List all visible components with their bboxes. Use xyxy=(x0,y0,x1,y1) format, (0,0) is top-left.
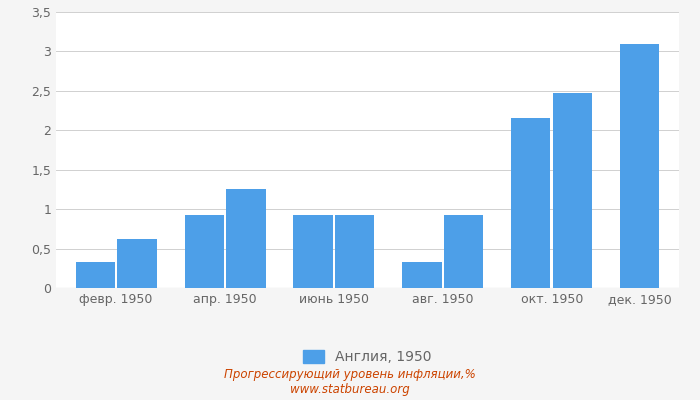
Bar xyxy=(620,44,659,288)
Bar xyxy=(226,190,265,288)
Bar xyxy=(335,215,375,288)
Bar xyxy=(118,239,157,288)
Legend: Англия, 1950: Англия, 1950 xyxy=(298,345,438,370)
Bar xyxy=(444,215,484,288)
Bar xyxy=(185,215,223,288)
Bar xyxy=(512,118,550,288)
Bar xyxy=(402,262,442,288)
Bar xyxy=(76,262,115,288)
Text: www.statbureau.org: www.statbureau.org xyxy=(290,383,410,396)
Text: Прогрессирующий уровень инфляции,%: Прогрессирующий уровень инфляции,% xyxy=(224,368,476,381)
Bar xyxy=(293,215,332,288)
Bar xyxy=(553,93,592,288)
